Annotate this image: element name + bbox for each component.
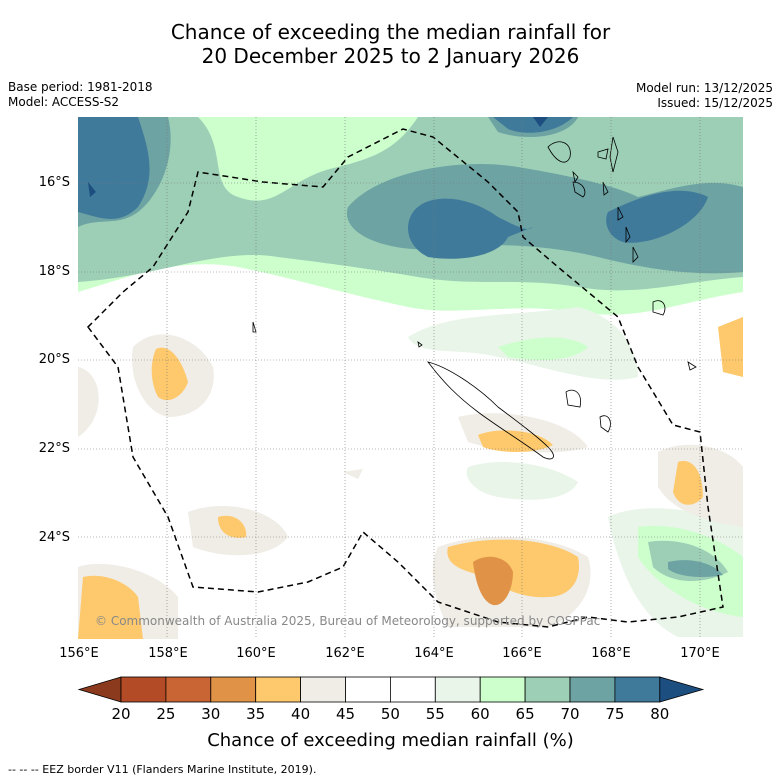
lat-label: 20°S [38, 352, 70, 367]
colorbar-extend-high [659, 676, 705, 703]
lon-label: 166°E [502, 646, 542, 661]
lon-label: 162°E [325, 646, 365, 661]
lat-label: 18°S [38, 264, 70, 279]
lon-label: 156°E [59, 646, 99, 661]
colorbar-tick-label: 35 [246, 705, 266, 723]
colorbar-segment [434, 676, 481, 703]
colorbar-tick-label: 60 [470, 705, 490, 723]
colorbar-tick-label: 30 [201, 705, 221, 723]
band-75-80 [78, 117, 708, 259]
colorbar-tick-label: 75 [605, 705, 625, 723]
band-35-40 [78, 317, 743, 639]
colorbar-segment [345, 676, 391, 703]
colorbar-tick-label: 25 [156, 705, 176, 723]
colorbar-segment [300, 676, 346, 703]
lat-label: 16°S [38, 175, 70, 190]
colorbar-segment [255, 676, 301, 703]
colorbar-segment [165, 676, 212, 703]
rainfall-map [78, 117, 743, 639]
colorbar-segment [524, 676, 571, 703]
colorbar-extend-low [77, 676, 122, 703]
eez-border [87, 128, 724, 628]
colorbar-segment [614, 676, 661, 703]
meta-left: Base period: 1981-2018 Model: ACCESS-S2 [8, 80, 153, 110]
band-70-75 [78, 117, 743, 274]
coastlines [252, 136, 697, 460]
band-30-35 [473, 556, 513, 606]
colorbar-segment [479, 676, 526, 703]
colorbar-tick-label: 55 [425, 705, 445, 723]
base-period-text: Base period: 1981-2018 [8, 80, 153, 94]
chart-title-line2: 20 December 2025 to 2 January 2026 [201, 44, 580, 68]
lon-label: 168°E [591, 646, 631, 661]
colorbar-tick-label: 50 [380, 705, 400, 723]
colorbar-tick-label: 80 [650, 705, 670, 723]
map-svg [78, 117, 743, 639]
chart-title-line1: Chance of exceeding the median rainfall … [170, 20, 611, 44]
lat-label: 22°S [38, 441, 70, 456]
colorbar-tick-label: 45 [335, 705, 356, 723]
graticule [78, 117, 743, 639]
lon-label: 160°E [236, 646, 276, 661]
meta-right: Model run: 13/12/2025 Issued: 15/12/2025 [636, 81, 773, 111]
colorbar-segment [389, 676, 436, 703]
colorbar-title: Chance of exceeding median rainfall (%) [207, 730, 574, 751]
colorbar-tick-label: 65 [515, 705, 535, 723]
model-text: Model: ACCESS-S2 [8, 95, 120, 109]
colorbar-segment [569, 676, 616, 703]
lon-label: 164°E [414, 646, 454, 661]
lon-label: 170°E [680, 646, 720, 661]
issued-text: Issued: 15/12/2025 [657, 96, 773, 110]
copyright-text: © Commonwealth of Australia 2025, Bureau… [95, 614, 601, 628]
model-run-text: Model run: 13/12/2025 [635, 81, 773, 95]
lon-label: 158°E [148, 646, 188, 661]
lat-label: 24°S [38, 530, 70, 545]
colorbar-tick-label: 40 [291, 705, 311, 723]
band-70-75-south [668, 560, 723, 577]
colorbar-tick-label: 70 [560, 705, 580, 723]
colorbar-segment [120, 676, 167, 703]
colorbar-segment [210, 676, 257, 703]
eez-footnote: -- -- -- EEZ border V11 (Flanders Marine… [8, 763, 317, 776]
colorbar-tick-label: 20 [111, 705, 131, 723]
